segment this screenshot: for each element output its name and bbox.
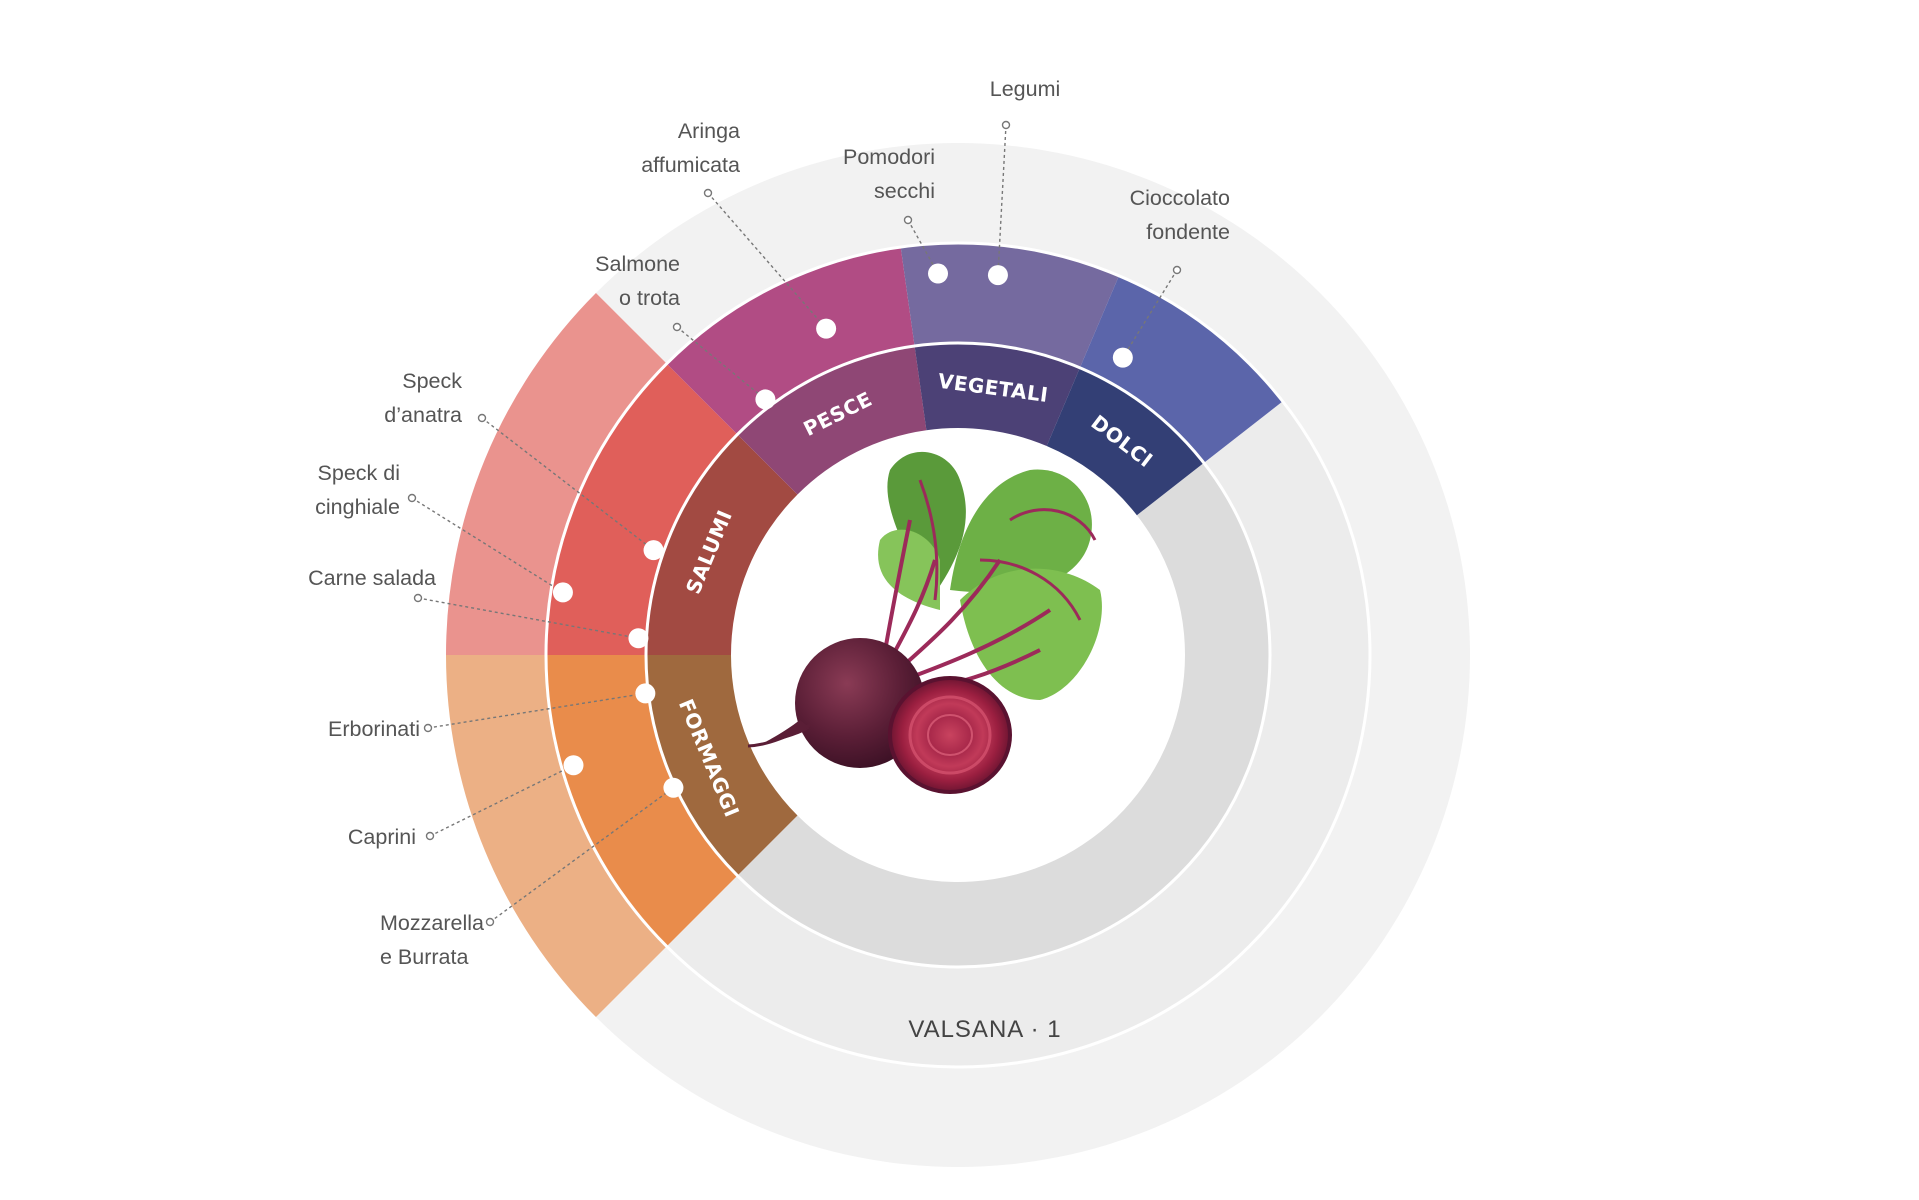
item-label-mozzarella-burrata-line2: e Burrata [380,945,468,969]
sector-vegetali-ring2 [900,243,1119,368]
leader-end-speck-anatra [477,413,487,423]
leader-line-carne-salada [417,597,639,639]
leader-line-caprini [429,764,574,837]
item-label-mozzarella-burrata-line1: Mozzarella [380,911,484,935]
item-label-speck-anatra-line2: d’anatra [384,403,462,427]
beet-leaves [878,451,1102,700]
item-label-salmone-trota-line2: o trota [619,286,680,310]
leader-line-mozzarella-burrata [489,787,674,923]
item-label-speck-cinghiale-line2: cinghiale [315,495,400,519]
item-label-erborinati-line1: Erborinati [328,717,420,741]
empty-sectors [595,143,1470,1167]
sector-dolci-ring2 [1079,275,1283,463]
sector-formaggi-ring1 [646,655,798,876]
pairing-dot-aringa-affumicata [816,318,837,339]
ring-separator-1 [644,341,1272,969]
item-label-cioccolato-fondente-line2: fondente [1146,220,1230,244]
pairing-dot-cioccolato-fondente [1112,347,1133,368]
sliced-beet [888,676,1012,794]
leader-line-pomodori-secchi [907,219,939,274]
pairing-dot-salmone-trota [755,389,776,410]
leader-line-cioccolato-fondente [1122,269,1178,358]
leader-end-speck-cinghiale [407,493,417,503]
item-label-speck-anatra-line1: Speck [402,369,462,393]
leader-end-erborinati [423,723,433,733]
leader-line-speck-anatra [481,417,654,551]
sector-formaggi-ring2 [546,655,738,947]
category-sectors [446,243,1283,1018]
footer-title: VALSANA · 1 [908,1016,1061,1043]
item-label-aringa-affumicata-line2: affumicata [641,153,740,177]
ring-separator-2 [544,241,1372,1069]
item-label-speck-cinghiale-line1: Speck di [318,461,400,485]
leader-line-erborinati [427,692,646,729]
pairing-dot-carne-salada [628,628,649,649]
pairing-dot-caprini [563,755,584,776]
sector-dolci-ring1 [1046,367,1204,516]
empty-sector-ring1 [737,462,1271,968]
sector-salumi-ring2 [546,363,738,655]
sector-salumi-ring3 [446,292,667,655]
leader-line-legumi [997,124,1007,276]
item-label-salmone-trota-line1: Salmone [595,252,680,276]
pairing-dot-speck-anatra [643,540,664,561]
item-label-pomodori-secchi-line1: Pomodori [843,145,935,169]
leader-end-carne-salada [413,593,423,603]
ring-separators [544,241,1372,1069]
leader-end-mozzarella-burrata [485,917,495,927]
pairing-dot-erborinati [635,683,656,704]
leader-end-caprini [425,831,435,841]
item-label-cioccolato-fondente-line1: Cioccolato [1130,186,1230,210]
leader-end-aringa-affumicata [703,188,713,198]
pairing-dot-legumi [987,265,1008,286]
beetroot-image [747,451,1102,794]
sector-salumi-ring1 [646,434,798,655]
pairing-dot-mozzarella-burrata [663,777,684,798]
sector-pesce-ring1 [737,346,927,495]
item-label-aringa-affumicata-line1: Aringa [678,119,740,143]
leader-end-salmone-trota [672,322,682,332]
leader-line-salmone-trota [676,326,766,400]
empty-sector-ring3-right [595,143,1470,1167]
pairing-dot-pomodori-secchi [928,263,949,284]
item-label-legumi-line1: Legumi [990,77,1061,101]
sector-pesce-ring2 [666,247,915,435]
pairing-dot-speck-cinghiale [552,582,573,603]
item-label-carne-salada-line1: Carne salada [308,566,436,590]
item-label-caprini-line1: Caprini [348,825,416,849]
sector-formaggi-ring3 [446,655,667,1018]
sector-vegetali-ring1 [914,343,1080,447]
item-callouts: Speck d’anatra Speck di cinghiale Carne sala… [308,77,1230,969]
leader-end-cioccolato-fondente [1172,265,1182,275]
leader-end-pomodori-secchi [903,215,913,225]
item-label-pomodori-secchi-line2: secchi [874,179,935,203]
empty-sector-ring2 [666,401,1370,1067]
leader-end-legumi [1001,120,1011,130]
